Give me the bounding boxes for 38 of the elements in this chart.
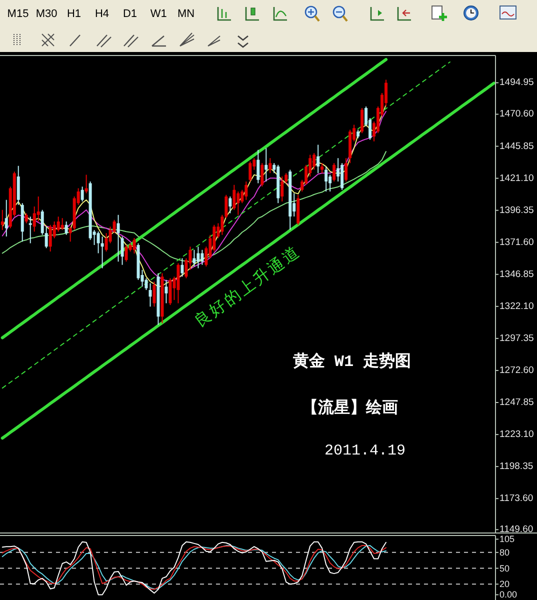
text: M30 xyxy=(36,8,58,20)
text: W1 xyxy=(150,8,167,20)
y-tick-label: 50 xyxy=(500,563,510,574)
text: D1 xyxy=(122,8,138,20)
annotation: 良好的上升通道 xyxy=(191,242,304,331)
y-tick-label: 1346.85 xyxy=(500,268,534,280)
y-tick-label: 1198.35 xyxy=(500,461,534,472)
line-series xyxy=(2,541,387,596)
candlestick xyxy=(28,216,32,244)
text: 黄金 W1 走势图 xyxy=(292,352,412,371)
line-series xyxy=(0,58,388,340)
text: M15 xyxy=(7,8,29,20)
text: H4 xyxy=(94,8,110,20)
y-tick-label: 105 xyxy=(500,534,515,544)
y-tick-label: 1223.10 xyxy=(500,429,534,440)
y-tick-label: 1322.10 xyxy=(500,300,534,312)
y-tick-label: 1247.85 xyxy=(500,396,534,408)
text: 【流星】绘画 xyxy=(302,398,398,416)
text: H1 xyxy=(66,8,82,20)
candlestick xyxy=(264,148,268,182)
annotation: 2011.4.19 xyxy=(324,442,406,460)
y-tick-label: 1297.35 xyxy=(500,332,534,344)
y-tick-label: 1371.60 xyxy=(500,236,534,248)
y-tick-label: 80 xyxy=(500,547,510,558)
y-tick-label: 20 xyxy=(500,579,510,590)
line-series xyxy=(2,61,450,389)
text: MN xyxy=(177,8,195,20)
y-tick-label: 1173.60 xyxy=(500,493,534,504)
y-tick-label: 1445.85 xyxy=(500,140,534,152)
candlestick xyxy=(100,236,104,268)
y-tick-label: 1149.60 xyxy=(500,524,534,536)
y-tick-label: 0.00 xyxy=(500,590,518,600)
y-tick-label: 1494.95 xyxy=(500,77,534,88)
line-series xyxy=(0,82,496,440)
y-tick-label: 1272.60 xyxy=(500,364,534,376)
y-tick-label: 1396.35 xyxy=(500,204,534,216)
y-tick-label: 1421.10 xyxy=(500,172,534,184)
y-tick-label: 1470.60 xyxy=(500,108,534,120)
